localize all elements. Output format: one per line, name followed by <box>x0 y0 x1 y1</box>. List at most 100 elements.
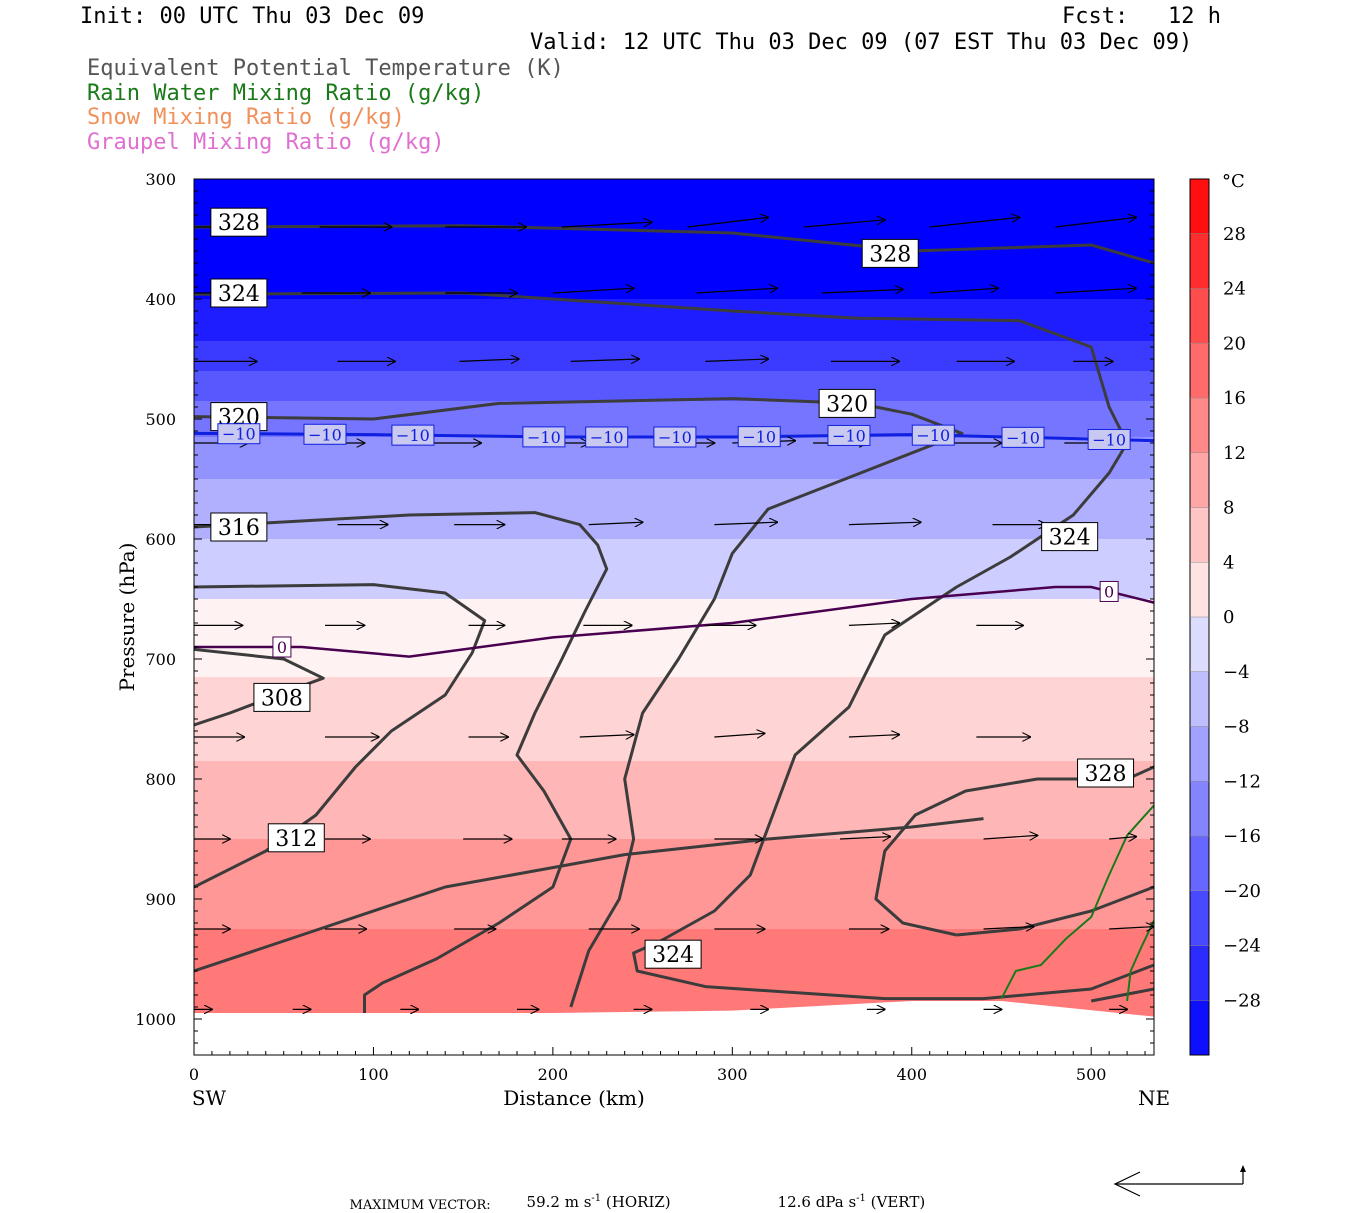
wind-vector <box>687 217 768 228</box>
max-vector-label: MAXIMUM VECTOR: <box>349 1198 491 1213</box>
x-tick-label: 0 <box>189 1065 199 1084</box>
temperature-band <box>194 413 1154 420</box>
x-tick-label: 100 <box>358 1065 389 1084</box>
colorbar-segment <box>1190 1000 1209 1056</box>
y-tick-label: 800 <box>145 770 176 789</box>
temperature-band <box>194 485 1154 492</box>
temperature-band <box>194 761 1154 768</box>
legend-theta-e: Equivalent Potential Temperature (K) <box>87 56 564 81</box>
sw-label: SW <box>192 1086 227 1110</box>
temperature-band <box>194 359 1154 366</box>
temperature-band <box>194 401 1154 408</box>
wind-vector <box>848 623 899 625</box>
temperature-band <box>194 293 1154 300</box>
theta-e-line <box>194 817 984 973</box>
temperature-band <box>194 779 1154 786</box>
temperature-band <box>194 671 1154 678</box>
y-tick-label: 1000 <box>135 1010 176 1029</box>
temperature-band <box>194 773 1154 780</box>
x-tick-label: 300 <box>717 1065 748 1084</box>
temperature-band <box>194 881 1154 888</box>
wind-vector <box>579 735 634 737</box>
isotherm-label: −10 <box>1006 428 1040 447</box>
temperature-band <box>194 365 1154 372</box>
isotherm-label: −10 <box>222 425 256 444</box>
isotherm-label-box <box>827 424 871 446</box>
temperature-band <box>194 677 1154 684</box>
temperature-band <box>194 749 1154 756</box>
temperature-band <box>194 263 1154 270</box>
temperature-band <box>194 281 1154 288</box>
temperature-band <box>194 221 1154 228</box>
isotherm-label: −10 <box>832 426 866 445</box>
temperature-band <box>194 743 1154 750</box>
temperature-band <box>194 233 1154 240</box>
temperature-band <box>194 341 1154 348</box>
temperature-band <box>194 1007 1154 1014</box>
isotherm-label-box <box>1087 428 1131 450</box>
theta-e-label: 328 <box>1085 762 1127 787</box>
isotherm-label: −10 <box>658 428 692 447</box>
legend-rain: Rain Water Mixing Ratio (g/kg) <box>87 81 485 106</box>
init-time: Init: 00 UTC Thu 03 Dec 09 <box>80 4 425 29</box>
temperature-band <box>194 299 1154 306</box>
theta-e-label: 324 <box>652 943 694 968</box>
temperature-band <box>194 683 1154 690</box>
temperature-band <box>194 593 1154 600</box>
temperature-shading <box>194 179 1154 1055</box>
temperature-band <box>194 701 1154 708</box>
temperature-band <box>194 461 1154 468</box>
y-tick-label: 600 <box>145 530 176 549</box>
colorbar-tick-label: 12 <box>1223 443 1246 464</box>
temperature-band <box>194 719 1154 726</box>
temperature-band <box>194 203 1154 210</box>
max-horizontal-vector: 59.2 m s-1 (HORIZ) <box>526 1193 671 1211</box>
temperature-band <box>194 521 1154 528</box>
reference-vector-icon <box>1113 1165 1246 1197</box>
legend-graupel: Graupel Mixing Ratio (g/kg) <box>87 130 445 155</box>
colorbar-segment <box>1190 671 1209 727</box>
theta-e-label: 308 <box>261 686 303 711</box>
colorbar-tick-label: −24 <box>1223 936 1261 957</box>
colorbar-tick-label: 16 <box>1223 388 1246 409</box>
theta-e-line <box>194 291 1129 1001</box>
colorbar-segment <box>1190 562 1209 618</box>
colorbar-segment <box>1190 781 1209 837</box>
isotherm-label: −10 <box>742 428 776 447</box>
temperature-band <box>194 353 1154 360</box>
wind-vector <box>929 217 1020 228</box>
temperature-band <box>194 257 1154 264</box>
temperature-band <box>194 821 1154 828</box>
rain-mixing-ratio-line <box>1000 804 1154 1000</box>
temperature-band <box>194 1001 1154 1008</box>
temperature-band <box>194 737 1154 744</box>
wind-vector <box>929 288 998 294</box>
theta-e-label-box <box>210 278 268 308</box>
temperature-band <box>194 623 1154 630</box>
temperature-band <box>194 893 1154 900</box>
axes: 0 100 200 300 400 500 300 400 500 600 700 800 900 100… <box>115 170 1170 1110</box>
colorbar-tick-label: 28 <box>1223 224 1246 245</box>
temperature-band <box>194 179 1154 186</box>
x-axis-label: Distance (km) <box>503 1086 645 1110</box>
temperature-band <box>194 857 1154 864</box>
wind-vector <box>1055 288 1136 294</box>
colorbar-tick-label: −4 <box>1223 662 1250 683</box>
temperature-band <box>194 731 1154 738</box>
temperature-band <box>194 371 1154 378</box>
temperature-band <box>194 551 1154 558</box>
y-tick-label: 300 <box>145 170 176 189</box>
isotherm-label: −10 <box>590 428 624 447</box>
colorbar-tick-label: 20 <box>1223 333 1246 354</box>
theta-e-label: 328 <box>218 211 260 236</box>
colorbar-segment <box>1190 726 1209 782</box>
temperature-band <box>194 611 1154 618</box>
isotherm-label: −10 <box>916 426 950 445</box>
temperature-band <box>194 251 1154 258</box>
temperature-band <box>194 755 1154 762</box>
temperature-band <box>194 635 1154 642</box>
colorbar-tick-label: −8 <box>1223 717 1250 738</box>
colorbar-segment <box>1190 398 1209 454</box>
temperature-band <box>194 527 1154 534</box>
